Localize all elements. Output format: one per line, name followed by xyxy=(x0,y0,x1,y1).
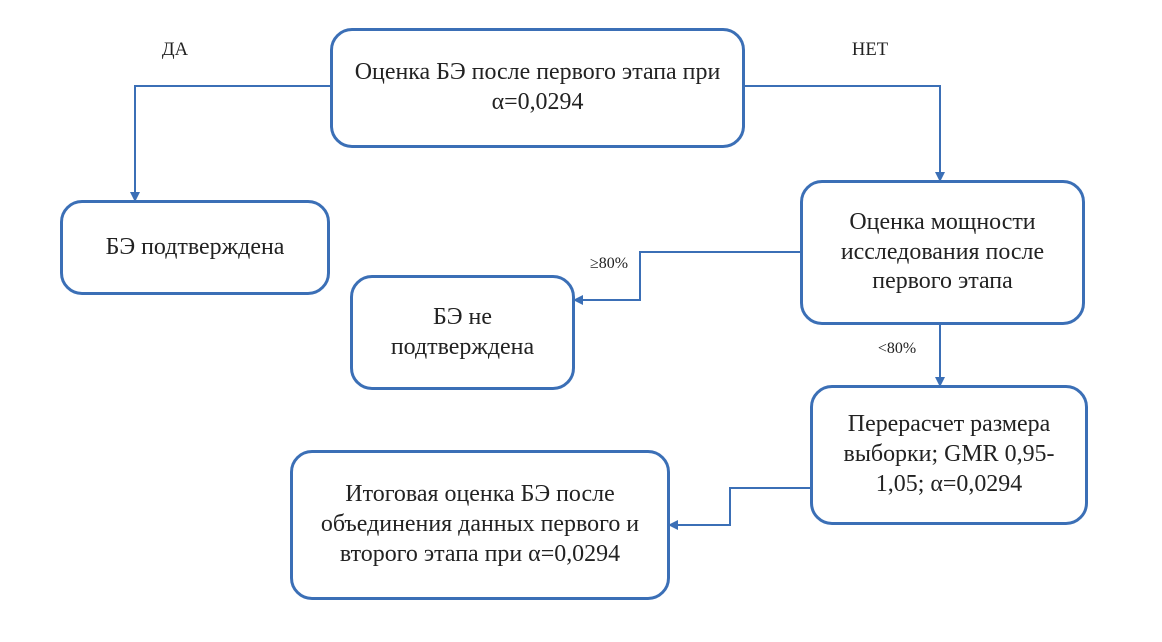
label-text: ≥80% xyxy=(590,255,628,272)
edge-label-ge80: ≥80% xyxy=(582,255,636,279)
node-final-assessment: Итоговая оценка БЭ после объединения дан… xyxy=(290,450,670,600)
edge xyxy=(745,86,940,180)
edge-label-lt80: <80% xyxy=(870,340,924,364)
node-text: БЭ подтверждена xyxy=(106,233,285,263)
node-text: Итоговая оценка БЭ после объединения дан… xyxy=(307,480,653,570)
edge-label-no: НЕТ xyxy=(840,40,900,70)
label-text: ДА xyxy=(162,39,188,60)
label-text: НЕТ xyxy=(852,39,888,60)
node-be-confirmed: БЭ подтверждена xyxy=(60,200,330,295)
node-sample-recalc: Перерасчет размера выборки; GMR 0,95-1,0… xyxy=(810,385,1088,525)
node-text: Перерасчет размера выборки; GMR 0,95-1,0… xyxy=(827,410,1071,500)
node-text: Оценка БЭ после первого этапа при α=0,02… xyxy=(347,58,728,118)
flowchart-canvas: { "flowchart": { "type": "flowchart", "b… xyxy=(0,0,1162,642)
node-initial-assessment: Оценка БЭ после первого этапа при α=0,02… xyxy=(330,28,745,148)
edge xyxy=(135,86,330,200)
label-text: <80% xyxy=(878,340,916,357)
node-be-not-confirmed: БЭ не подтверждена xyxy=(350,275,575,390)
node-power-assessment: Оценка мощности исследования после перво… xyxy=(800,180,1085,325)
edge xyxy=(670,488,810,525)
edge-label-yes: ДА xyxy=(150,40,200,70)
node-text: Оценка мощности исследования после перво… xyxy=(817,208,1068,298)
node-text: БЭ не подтверждена xyxy=(367,303,558,363)
